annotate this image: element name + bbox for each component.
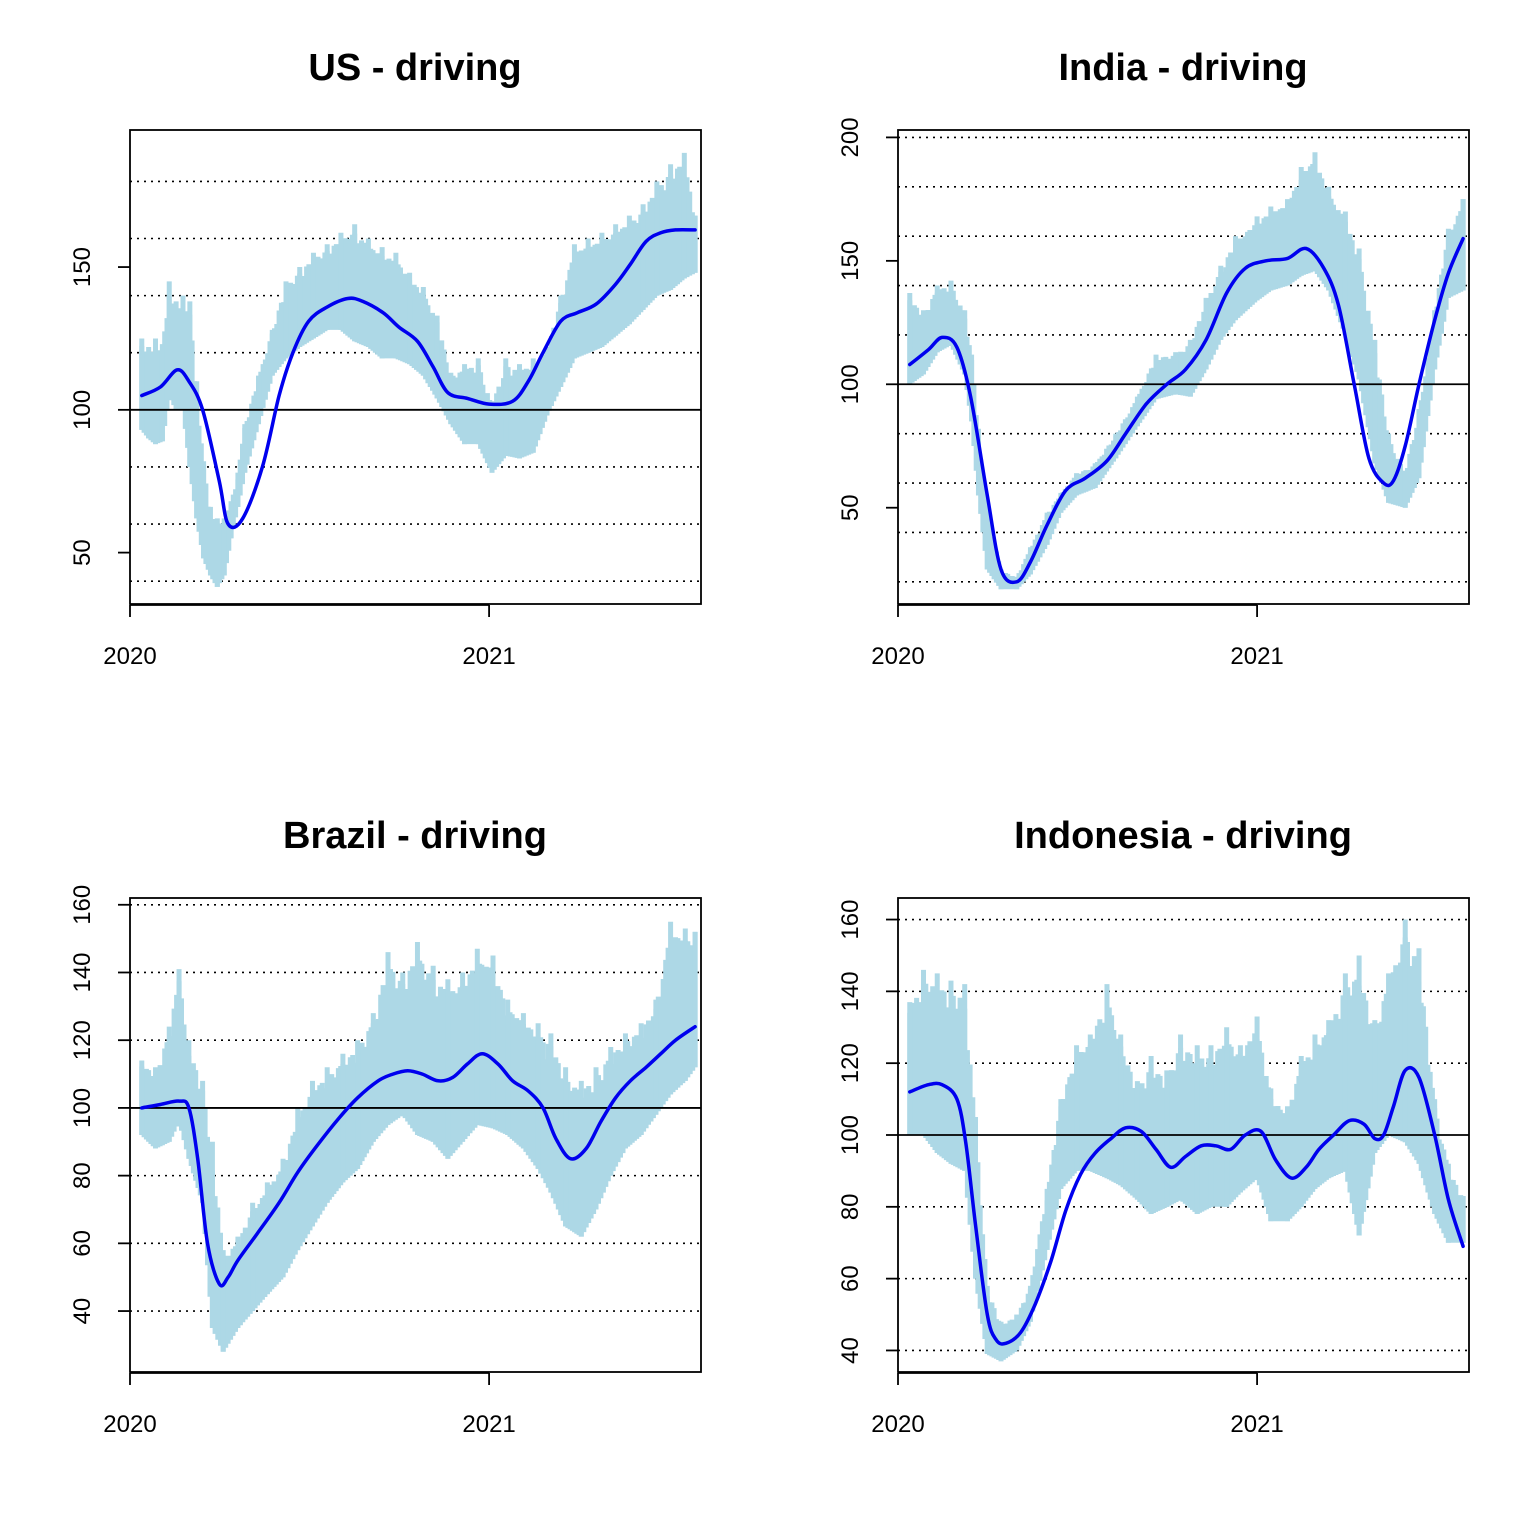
plot-frame [897, 129, 1470, 605]
y-tick-label: 40 [69, 1298, 96, 1325]
chart-panel-3: Indonesia - driving 40 60 80 100 120 140 160 202… [837, 815, 1470, 1438]
x-tick-label: 2021 [1230, 643, 1283, 670]
x-tick-label: 2021 [462, 643, 515, 670]
raw-daily-series [139, 152, 698, 587]
y-tick-label: 50 [837, 494, 864, 521]
y-tick-label: 140 [837, 971, 864, 1011]
chart-title: India - driving [1058, 47, 1307, 89]
chart-title: US - driving [308, 47, 521, 89]
y-tick-label: 160 [69, 885, 96, 925]
y-tick-label: 60 [69, 1230, 96, 1257]
y-tick-label: 40 [837, 1337, 864, 1364]
plot-frame [129, 897, 702, 1373]
y-tick-label: 80 [69, 1162, 96, 1189]
y-tick-label: 160 [837, 900, 864, 940]
x-tick-label: 2020 [871, 1411, 924, 1438]
x-tick-label: 2020 [103, 643, 156, 670]
y-tick-label: 150 [837, 241, 864, 281]
smoothed-trend-line [908, 1065, 1465, 1346]
plot-frame [129, 129, 702, 605]
y-tick-label: 120 [69, 1020, 96, 1060]
smoothed-trend-line [140, 1024, 697, 1288]
chart-title: Indonesia - driving [1014, 815, 1352, 857]
y-tick-label: 100 [69, 1088, 96, 1128]
chart-panel-1: India - driving 50 100 150 200 2020 2021 [837, 47, 1470, 670]
y-tick-label: 80 [837, 1193, 864, 1220]
x-tick-label: 2021 [462, 1411, 515, 1438]
chart-panel-0: US - driving 50 100 150 2020 2021 [69, 47, 702, 670]
raw-daily-series [139, 921, 698, 1352]
y-tick-label: 100 [837, 1115, 864, 1155]
y-tick-label: 140 [69, 952, 96, 992]
y-tick-label: 100 [69, 390, 96, 430]
raw-daily-series [907, 919, 1466, 1362]
x-tick-label: 2020 [103, 1411, 156, 1438]
y-tick-label: 120 [837, 1043, 864, 1083]
y-tick-label: 200 [837, 117, 864, 157]
smoothed-trend-line [140, 227, 697, 530]
smoothed-trend-line [908, 236, 1465, 585]
y-tick-label: 100 [837, 364, 864, 404]
chart-title: Brazil - driving [283, 815, 547, 857]
y-tick-label: 50 [69, 539, 96, 566]
y-tick-label: 150 [69, 247, 96, 287]
x-tick-label: 2020 [871, 643, 924, 670]
y-tick-label: 60 [837, 1265, 864, 1292]
x-tick-label: 2021 [1230, 1411, 1283, 1438]
chart-panel-2: Brazil - driving 40 60 80 100 120 140 160 2020 20… [69, 815, 702, 1438]
raw-daily-range [907, 937, 1466, 1362]
